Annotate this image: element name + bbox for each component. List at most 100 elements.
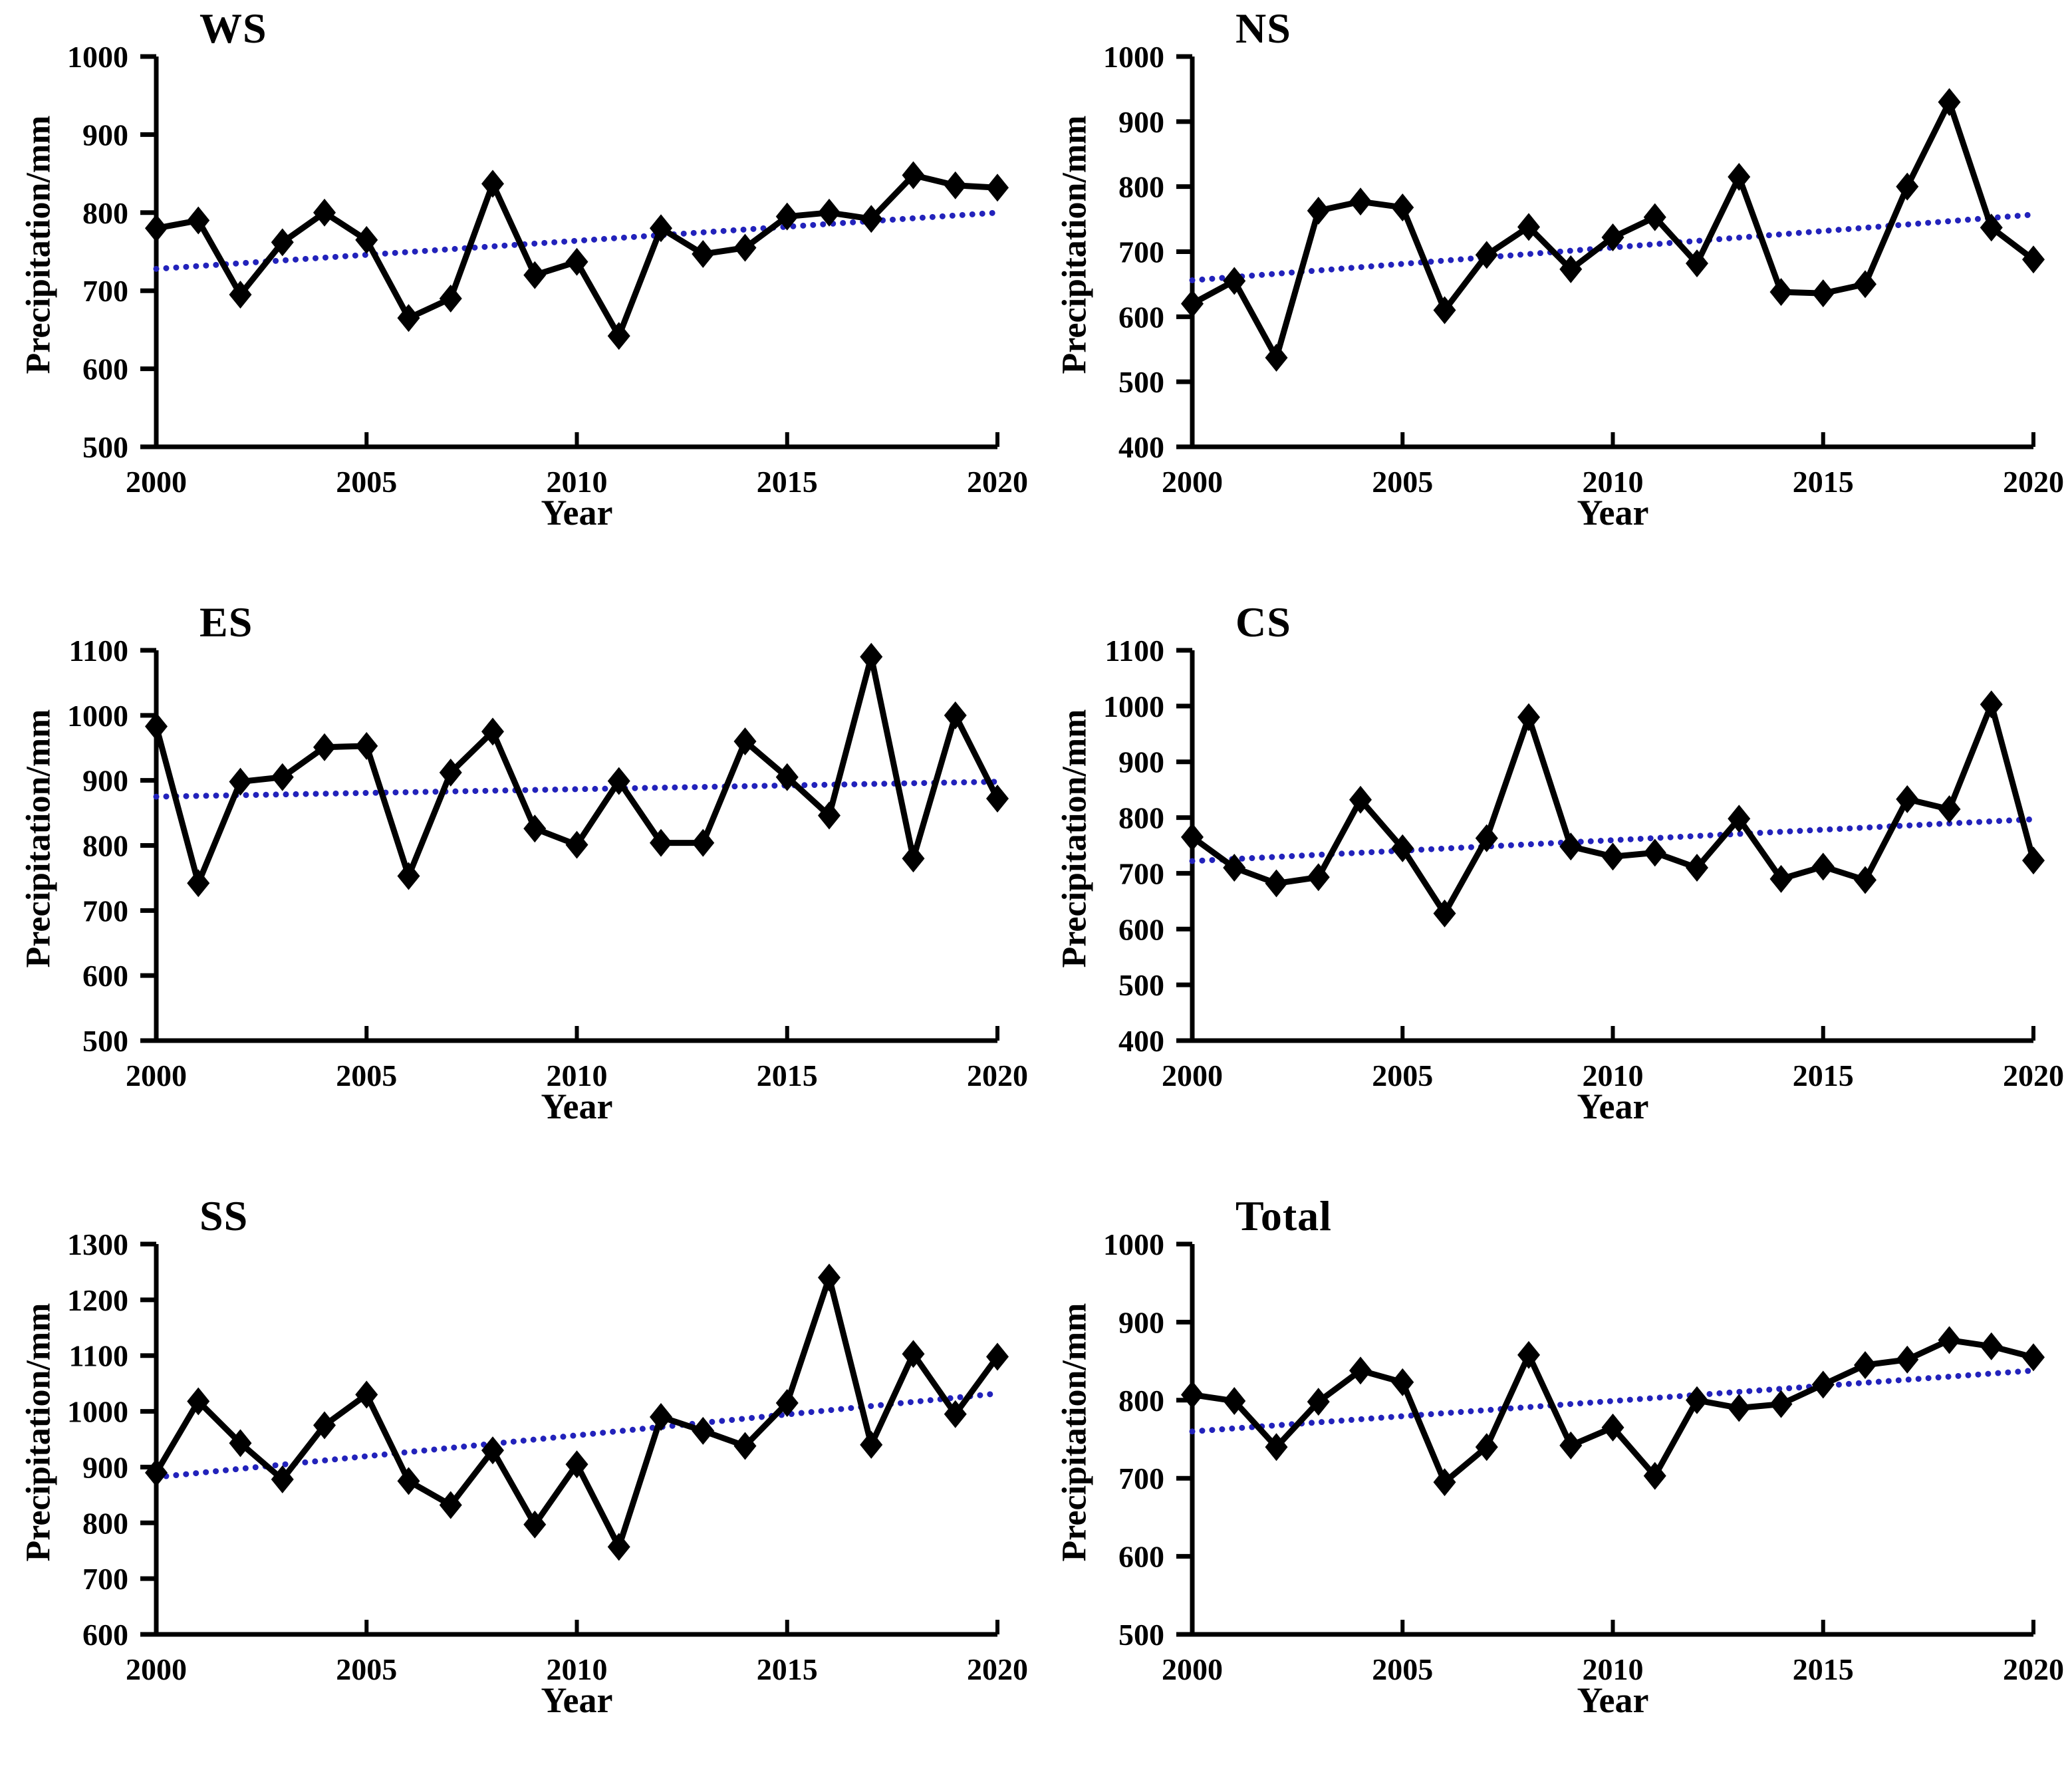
x-tick-label: 2020: [2003, 1652, 2064, 1686]
y-tick-label: 700: [1118, 1462, 1164, 1495]
x-tick-label: 2020: [967, 1059, 1028, 1092]
x-tick-label: 2010: [1583, 1652, 1644, 1686]
data-point-marker: [860, 1430, 883, 1459]
data-point-marker: [481, 1436, 504, 1465]
chart-title-es: ES: [199, 598, 253, 646]
data-point-marker: [1349, 785, 1372, 814]
data-point-marker: [1854, 866, 1877, 894]
panel-ws: WS Precipitation/mm Year 500 600 700 800 900…: [0, 0, 1036, 594]
x-tick-label: 2005: [1372, 465, 1433, 499]
data-point-marker: [1601, 842, 1624, 871]
x-tick-label: 2015: [757, 1059, 818, 1092]
y-tick-label: 500: [1118, 1618, 1164, 1652]
x-tick-label: 2015: [757, 465, 818, 499]
x-tick-label: 2005: [1372, 1652, 1433, 1686]
total-line-chart: 500 600 700 800 900 1000 2000 2005 2010 2015 2020: [1103, 1227, 2064, 1686]
data-point-marker: [775, 1388, 799, 1417]
data-point-marker: [1307, 863, 1330, 892]
data-point-marker: [1769, 278, 1793, 307]
data-point-marker: [1896, 172, 1919, 201]
x-tick-label: 2005: [336, 1652, 397, 1686]
data-point-marker: [481, 170, 504, 198]
y-tick-label: 800: [1118, 170, 1164, 204]
data-point-marker: [1811, 1370, 1835, 1399]
data-point-marker: [145, 1458, 168, 1487]
chart-title-ns: NS: [1235, 5, 1291, 52]
data-point-marker: [1391, 1368, 1414, 1396]
x-tick-label: 2005: [1372, 1059, 1433, 1092]
data-point-marker: [1938, 1326, 1961, 1354]
trend-line: [1189, 1367, 2037, 1435]
y-tick-label: 800: [82, 1506, 128, 1540]
data-point-marker: [1181, 1380, 1204, 1409]
x-tick-label: 2020: [967, 465, 1028, 499]
panel-ns: NS Precipitation/mm Year 400 500 600 700 800…: [1036, 0, 2072, 594]
x-tick-label: 2005: [336, 465, 397, 499]
y-tick-label: 900: [82, 118, 128, 152]
data-point-marker: [692, 240, 715, 269]
es-line-chart: 500 600 700 800 900 1000 1100 2000 2005 2010 2015 2…: [67, 634, 1028, 1092]
data-point-marker: [986, 174, 1009, 202]
data-point-marker: [1265, 343, 1288, 372]
y-tick-label: 900: [82, 764, 128, 798]
data-point-marker: [1265, 1433, 1288, 1462]
x-tick-label: 2010: [547, 1059, 608, 1092]
data-point-marker: [1854, 270, 1877, 299]
data-point-marker: [2022, 245, 2045, 274]
y-tick-label: 1100: [69, 634, 128, 668]
data-point-marker: [1769, 864, 1793, 893]
data-point-marker: [607, 1533, 630, 1561]
data-point-marker: [1517, 703, 1540, 731]
data-point-marker: [902, 1340, 925, 1368]
y-tick-label: 1000: [1103, 1227, 1164, 1261]
x-tick-label: 2010: [547, 465, 608, 499]
data-point-marker: [1475, 824, 1498, 852]
y-tick-label: 500: [82, 1024, 128, 1058]
data-point-marker: [1433, 899, 1456, 928]
data-point-marker: [775, 763, 799, 791]
y-tick-label: 1000: [67, 699, 128, 733]
y-tick-label: 600: [1118, 1540, 1164, 1574]
data-point-marker: [355, 225, 378, 254]
data-point-marker: [1980, 213, 2003, 242]
data-point-marker: [860, 642, 883, 671]
data-point-marker: [1728, 1394, 1751, 1422]
x-tick-label: 2010: [1583, 1059, 1644, 1092]
trend-line: [153, 779, 1001, 800]
data-point-marker: [1896, 785, 1919, 813]
data-point-marker: [1811, 279, 1835, 308]
data-point-marker: [565, 830, 588, 859]
x-tick-label: 2015: [1793, 465, 1854, 499]
y-tick-label: 700: [1118, 856, 1164, 890]
panel-total: Total Precipitation/mm Year 500 600 700 800…: [1036, 1188, 2072, 1781]
data-point-marker: [439, 758, 462, 787]
chart-title-ss: SS: [199, 1192, 249, 1239]
x-axis-title: Year: [1577, 493, 1649, 533]
chart-title-total: Total: [1235, 1192, 1332, 1239]
data-point-marker: [2022, 1343, 2045, 1372]
data-point-marker: [271, 228, 294, 257]
x-axis-title: Year: [1577, 1680, 1649, 1720]
data-point-marker: [397, 1467, 420, 1495]
data-point-marker: [1307, 1388, 1330, 1416]
data-point-marker: [229, 1429, 252, 1458]
data-point-marker: [1938, 795, 1961, 823]
data-point-marker: [523, 1510, 547, 1539]
chart-title-ws: WS: [199, 5, 267, 52]
y-tick-label: 500: [1118, 968, 1164, 1002]
data-point-marker: [481, 717, 504, 746]
ss-line-chart: 600 700 800 900 1000 1100 1200 1300 2000 2005 2010…: [67, 1227, 1028, 1686]
data-point-marker: [145, 214, 168, 243]
y-tick-label: 600: [82, 1618, 128, 1652]
trend-line: [153, 209, 1001, 272]
data-point-marker: [1643, 203, 1666, 231]
data-point-marker: [1223, 1386, 1246, 1415]
data-point-marker: [607, 322, 630, 350]
y-tick-label: 500: [1118, 365, 1164, 399]
data-point-marker: [1854, 1350, 1877, 1379]
y-tick-label: 400: [1118, 430, 1164, 464]
data-point-marker: [355, 1380, 378, 1409]
data-point-marker: [1475, 1433, 1498, 1462]
data-point-marker: [1728, 805, 1751, 833]
data-point-marker: [1980, 1332, 2003, 1360]
